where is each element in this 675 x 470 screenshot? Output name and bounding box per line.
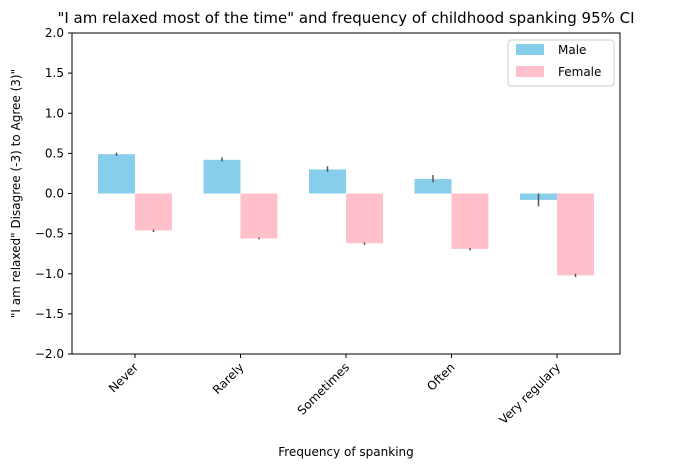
bar-female-often (451, 193, 489, 249)
bar-female-sometimes (346, 193, 383, 244)
legend-label-male: Male (558, 43, 586, 57)
legend: Male Female (507, 39, 615, 87)
bar-male-never (98, 154, 135, 194)
y-tick-label-3: −0.5 (35, 227, 64, 241)
y-tick-label-8: 2.0 (45, 26, 64, 40)
x-tick-label-rarely: Rarely (210, 360, 247, 397)
y-axis-label: "I am relaxed" Disagree (-3) to Agree (3… (9, 69, 23, 318)
legend-label-female: Female (558, 65, 601, 79)
bar-male-sometimes (309, 169, 346, 194)
bars-layer (98, 154, 594, 276)
x-axis: Never Rarely Sometimes Often Very regulary (106, 354, 563, 427)
legend-swatch-female (516, 66, 544, 77)
x-axis-label: Frequency of spanking (278, 445, 414, 459)
y-tick-label-5: 0.5 (45, 146, 64, 160)
legend-swatch-male (516, 44, 544, 55)
y-tick-label-7: 1.5 (45, 66, 64, 80)
x-tick-label-very-regulary: Very regulary (496, 360, 563, 427)
bar-male-often (414, 179, 452, 194)
y-tick-label-0: −2.0 (35, 347, 64, 361)
x-tick-label-sometimes: Sometimes (295, 360, 353, 418)
bar-male-rarely (203, 159, 241, 194)
y-tick-label-1: −1.5 (35, 307, 64, 321)
y-axis: −2.0 −1.5 −1.0 −0.5 0.0 0.5 1.0 1.5 2.0 (35, 26, 72, 361)
bar-female-rarely (240, 193, 278, 239)
chart-title: "I am relaxed most of the time" and freq… (57, 9, 634, 27)
error-bars-layer (115, 152, 577, 277)
bar-female-never (135, 193, 172, 231)
x-tick-label-never: Never (106, 360, 141, 395)
y-tick-label-4: 0.0 (45, 187, 64, 201)
x-tick-label-often: Often (424, 360, 457, 393)
y-tick-label-6: 1.0 (45, 106, 64, 120)
y-tick-label-2: −1.0 (35, 267, 64, 281)
bar-female-very-regulary (557, 193, 594, 276)
